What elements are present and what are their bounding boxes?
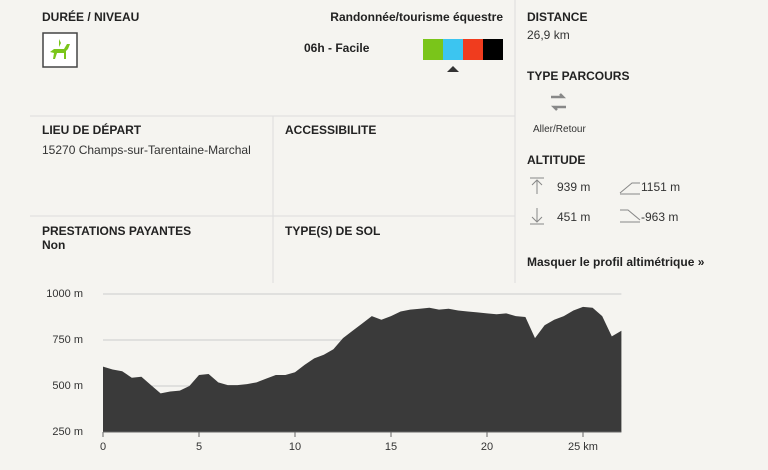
x-tick-label: 15 (385, 441, 397, 453)
level-green (423, 39, 443, 60)
level-black (483, 39, 503, 60)
x-tick-label: 5 (196, 441, 202, 453)
down-icon (530, 208, 544, 225)
level-pointer (447, 66, 459, 72)
heading: DURÉE / NIVEAU (42, 10, 140, 24)
elevation-chart: 250 m 500 m 750 m 1000 m 0 5 10 15 20 25 km (46, 288, 622, 453)
up-icon (530, 177, 544, 194)
heading: DISTANCE (527, 10, 588, 24)
layout (30, 0, 641, 283)
altitude-value: 451 m (557, 210, 591, 224)
duration: 06h - Facile (304, 41, 370, 55)
x-tick-label: 0 (100, 441, 106, 453)
horse-shape (50, 39, 70, 59)
level-blue (443, 39, 463, 60)
y-tick-label: 250 m (52, 426, 83, 438)
paid-services: Non (42, 238, 66, 252)
altitude-value: -963 m (641, 210, 679, 224)
heading: LIEU DE DÉPART (42, 123, 142, 137)
y-tick-label: 750 m (52, 334, 83, 346)
altitude-value: 939 m (557, 180, 591, 194)
altitude-value: 1151 m (641, 180, 681, 194)
elevation-area (103, 306, 622, 432)
heading: PRESTATIONS PAYANTES (42, 224, 192, 238)
distance: 26,9 km (527, 28, 570, 42)
heading: ALTITUDE (527, 153, 586, 167)
y-tick-label: 1000 m (46, 288, 83, 300)
activity: Randonnée/tourisme équestre (330, 10, 503, 24)
heading: TYPE(S) DE SOL (285, 224, 381, 238)
start-place: 15270 Champs-sur-Tarentaine-Marchal (42, 143, 251, 157)
x-tick-label: 20 (481, 441, 493, 453)
round-trip-icon (550, 93, 567, 111)
heading: TYPE PARCOURS (527, 69, 630, 83)
gain-icon (619, 182, 640, 195)
y-tick-label: 500 m (52, 380, 83, 392)
level-red (463, 39, 483, 60)
toggle-profile-link[interactable]: Masquer le profil altimétrique » (527, 255, 705, 269)
x-tick-label: 10 (289, 441, 301, 453)
route-type: Aller/Retour (533, 124, 586, 135)
x-tick-label: 25 km (568, 441, 598, 453)
loss-icon (620, 209, 641, 223)
heading: ACCESSIBILITE (285, 123, 377, 137)
